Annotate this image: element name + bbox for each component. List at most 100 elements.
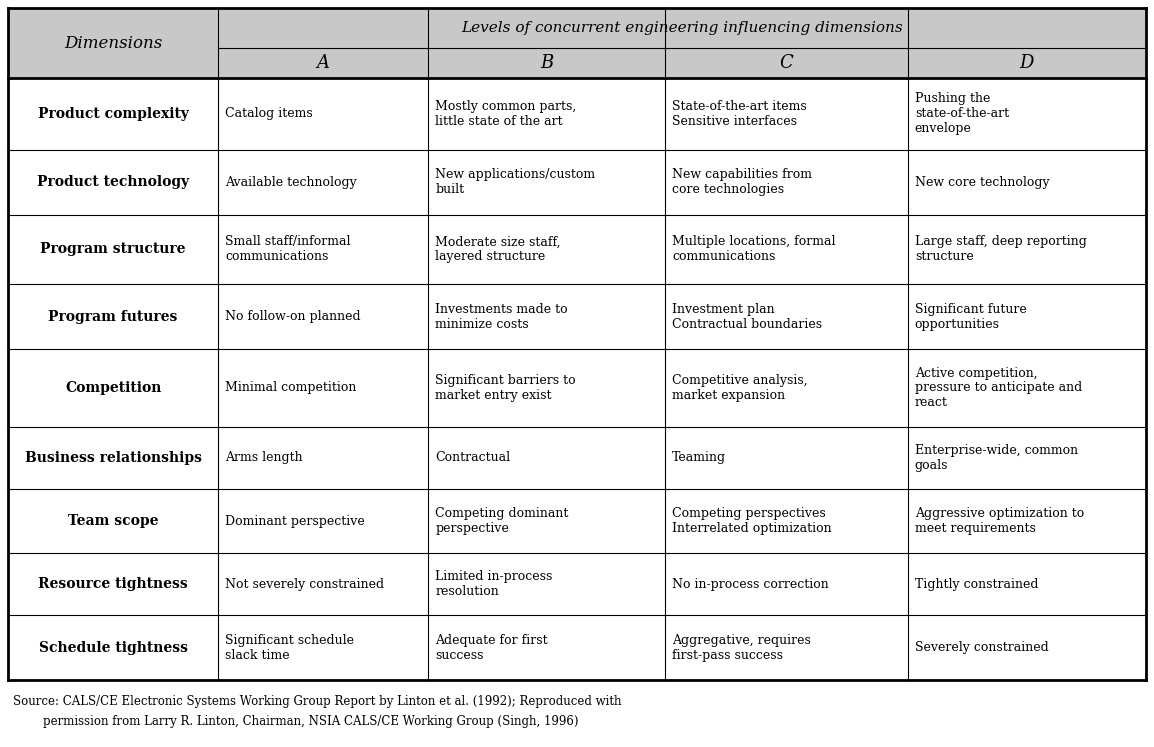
Bar [428,214,666,285]
Text: Tightly constrained: Tightly constrained [915,578,1039,591]
Text: Pushing the
state-of-the-art
envelope: Pushing the state-of-the-art envelope [915,93,1009,135]
Text: Limited in-process
resolution: Limited in-process resolution [435,570,553,598]
Text: Dimensions: Dimensions [63,34,163,52]
Bar [666,554,908,616]
Bar [666,427,908,489]
Bar [666,616,908,680]
Text: Competing perspectives
Interrelated optimization: Competing perspectives Interrelated opti… [673,507,832,535]
Text: Significant schedule
slack time: Significant schedule slack time [225,633,354,662]
Bar [908,48,1146,78]
Text: A: A [316,54,330,72]
Bar [428,48,666,78]
Bar [908,554,1146,616]
Bar [666,150,908,214]
Text: D: D [1020,54,1034,72]
Text: Mostly common parts,
little state of the art: Mostly common parts, little state of the… [435,100,577,128]
Bar [908,427,1146,489]
Bar [8,616,218,680]
Bar [908,349,1146,427]
Text: permission from Larry R. Linton, Chairman, NSIA CALS/CE Working Group (Singh, 19: permission from Larry R. Linton, Chairma… [13,715,578,728]
Text: Aggregative, requires
first-pass success: Aggregative, requires first-pass success [673,633,811,662]
Text: Severely constrained: Severely constrained [915,641,1049,654]
Text: Product technology: Product technology [37,175,189,189]
Bar [8,427,218,489]
Bar [428,489,666,554]
Text: Resource tightness: Resource tightness [38,577,188,592]
Bar [428,150,666,214]
Text: Arms length: Arms length [225,451,302,465]
Text: Team scope: Team scope [68,514,158,528]
Bar [218,489,428,554]
Text: Available technology: Available technology [225,176,357,189]
Text: Competition: Competition [65,381,162,395]
Text: Multiple locations, formal
communications: Multiple locations, formal communication… [673,235,835,264]
Text: Small staff/informal
communications: Small staff/informal communications [225,235,351,264]
Bar [8,78,218,150]
Text: Catalog items: Catalog items [225,108,313,120]
Bar [908,214,1146,285]
Text: Program futures: Program futures [48,310,178,323]
Bar [428,427,666,489]
Text: State-of-the-art items
Sensitive interfaces: State-of-the-art items Sensitive interfa… [673,100,807,128]
Text: Significant future
opportunities: Significant future opportunities [915,303,1027,331]
Bar [428,554,666,616]
Bar [218,285,428,349]
Text: Enterprise-wide, common
goals: Enterprise-wide, common goals [915,444,1078,472]
Bar [666,285,908,349]
Text: Competing dominant
perspective: Competing dominant perspective [435,507,569,535]
Text: Investment plan
Contractual boundaries: Investment plan Contractual boundaries [673,303,823,331]
Text: Investments made to
minimize costs: Investments made to minimize costs [435,303,568,331]
Bar [8,150,218,214]
Bar [218,554,428,616]
Bar [908,78,1146,150]
Text: Program structure: Program structure [40,243,186,256]
Text: Aggressive optimization to
meet requirements: Aggressive optimization to meet requirem… [915,507,1084,535]
Text: No in-process correction: No in-process correction [673,578,829,591]
Bar [218,214,428,285]
Bar [428,616,666,680]
Bar [218,48,428,78]
Bar [218,8,1146,48]
Text: Moderate size staff,
layered structure: Moderate size staff, layered structure [435,235,561,264]
Bar [218,427,428,489]
Bar [8,489,218,554]
Bar [908,616,1146,680]
Bar [666,48,908,78]
Bar [428,349,666,427]
Bar [218,349,428,427]
Text: Teaming: Teaming [673,451,727,465]
Text: New applications/custom
built: New applications/custom built [435,168,595,196]
Text: B: B [540,54,554,72]
Bar [666,489,908,554]
Text: Not severely constrained: Not severely constrained [225,578,384,591]
Bar [8,214,218,285]
Bar [908,285,1146,349]
Bar [8,8,218,78]
Text: New core technology: New core technology [915,176,1049,189]
Bar [908,489,1146,554]
Text: Active competition,
pressure to anticipate and
react: Active competition, pressure to anticipa… [915,367,1082,409]
Bar [8,285,218,349]
Text: Levels of concurrent engineering influencing dimensions: Levels of concurrent engineering influen… [462,21,902,35]
Text: Adequate for first
success: Adequate for first success [435,633,548,662]
Text: Large staff, deep reporting
structure: Large staff, deep reporting structure [915,235,1087,264]
Text: Significant barriers to
market entry exist: Significant barriers to market entry exi… [435,374,576,402]
Text: Dominant perspective: Dominant perspective [225,515,365,527]
Bar [908,150,1146,214]
Bar [428,78,666,150]
Text: Business relationships: Business relationships [24,450,202,465]
Text: New capabilities from
core technologies: New capabilities from core technologies [673,168,812,196]
Text: Source: CALS/CE Electronic Systems Working Group Report by Linton et al. (1992);: Source: CALS/CE Electronic Systems Worki… [13,695,622,708]
Text: Contractual: Contractual [435,451,510,465]
Bar [666,349,908,427]
Bar [8,554,218,616]
Text: Product complexity: Product complexity [38,107,188,121]
Bar [8,349,218,427]
Text: Competitive analysis,
market expansion: Competitive analysis, market expansion [673,374,808,402]
Bar [218,150,428,214]
Text: C: C [780,54,794,72]
Text: Schedule tightness: Schedule tightness [38,641,188,654]
Text: Minimal competition: Minimal competition [225,382,357,394]
Bar [218,616,428,680]
Text: No follow-on planned: No follow-on planned [225,310,361,323]
